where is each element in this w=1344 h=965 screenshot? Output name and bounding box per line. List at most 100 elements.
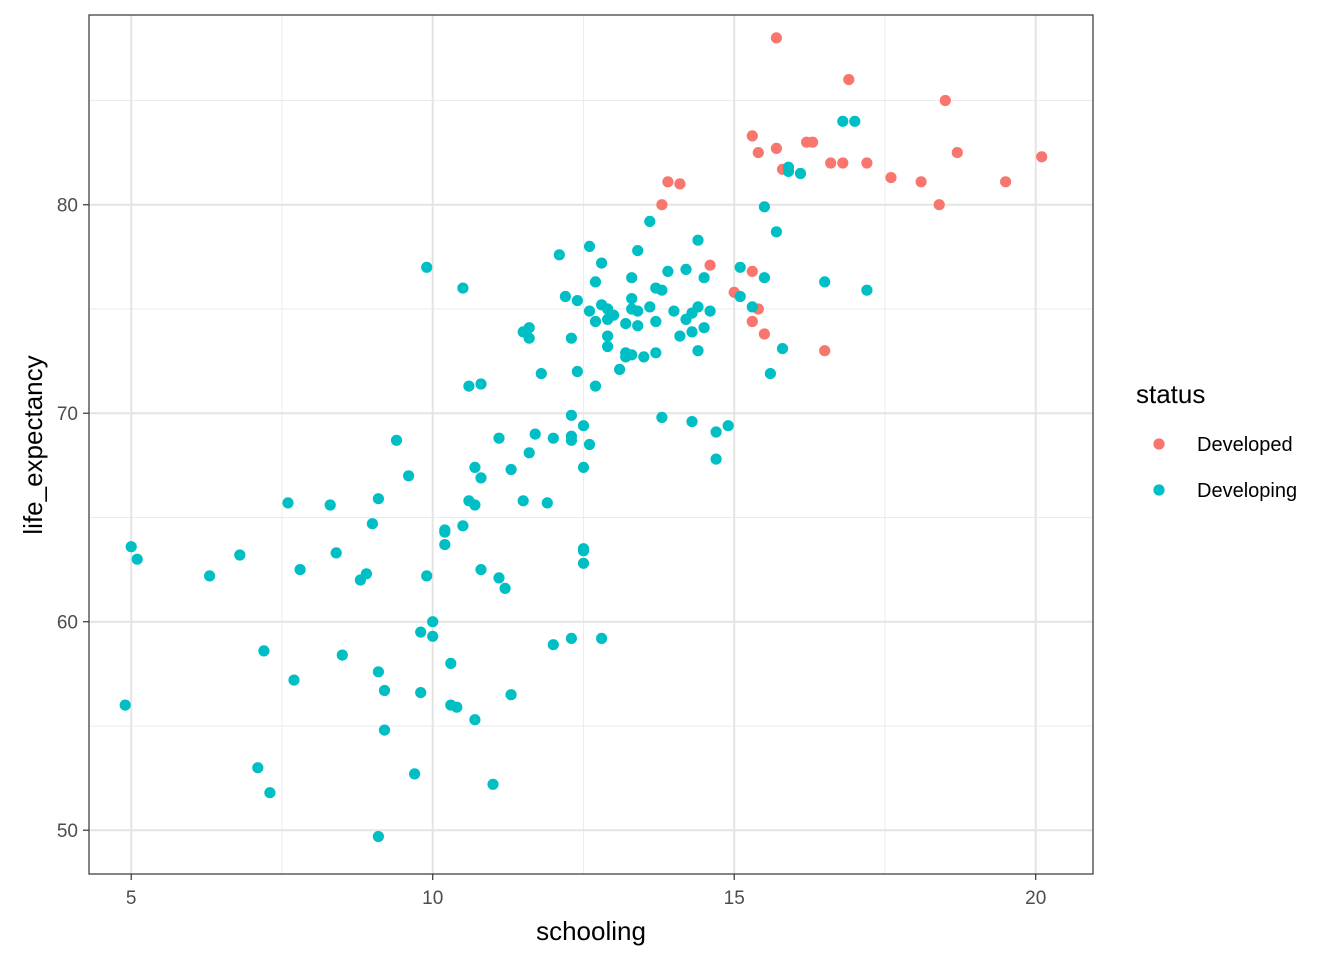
data-point-developing <box>758 272 771 284</box>
data-point-developing <box>409 768 421 780</box>
legend-label-developing: Developing <box>1197 480 1297 502</box>
data-point-developing <box>493 432 505 444</box>
data-point-developing <box>264 787 276 799</box>
data-point-developing <box>577 545 590 557</box>
data-point-developing <box>626 303 638 315</box>
data-point-developed <box>807 136 819 148</box>
data-point-developing <box>565 632 578 645</box>
data-point-developing <box>650 347 662 359</box>
data-point-developing <box>475 472 487 484</box>
data-point-developing <box>541 497 553 509</box>
data-point-developing <box>427 616 439 628</box>
data-point-developing <box>559 290 572 303</box>
data-point-developing <box>632 320 644 332</box>
data-point-developed <box>843 74 855 86</box>
legend-title: status <box>1136 379 1205 409</box>
data-point-developing <box>698 272 710 284</box>
data-point-developing <box>686 326 698 338</box>
data-point-developing <box>644 215 656 227</box>
data-point-developing <box>710 453 722 465</box>
data-point-developing <box>776 343 789 355</box>
data-point-developing <box>403 470 415 482</box>
data-point-developing <box>692 345 704 357</box>
data-point-developing <box>656 411 668 423</box>
data-point-developing <box>577 557 590 569</box>
data-point-developing <box>475 378 487 390</box>
data-point-developing <box>602 340 614 353</box>
data-point-developing <box>439 539 451 551</box>
data-point-developing <box>861 284 873 296</box>
data-point-developed <box>819 345 831 357</box>
data-point-developing <box>794 167 807 180</box>
data-point-developing <box>638 351 650 363</box>
data-point-developing <box>686 416 698 428</box>
data-point-developing <box>493 572 505 584</box>
data-point-developing <box>445 657 457 670</box>
data-point-developing <box>294 564 306 576</box>
data-point-developing <box>746 301 758 313</box>
data-point-developing <box>463 380 475 392</box>
data-point-developing <box>565 434 578 446</box>
data-point-developing <box>378 724 391 736</box>
y-tick-label: 60 <box>57 613 78 634</box>
data-point-developing <box>644 301 656 313</box>
data-point-developed <box>704 259 716 271</box>
data-point-developing <box>849 115 861 127</box>
data-point-developing <box>589 315 602 328</box>
data-point-developing <box>577 461 590 473</box>
data-point-developing <box>415 626 427 638</box>
data-point-developing <box>469 461 481 473</box>
data-point-developing <box>589 380 602 392</box>
data-point-developing <box>662 265 674 277</box>
x-tick-label: 5 <box>126 888 137 909</box>
data-point-developing <box>378 684 391 697</box>
data-point-developed <box>746 265 758 277</box>
x-tick-label: 20 <box>1025 888 1046 909</box>
data-point-developing <box>698 322 710 334</box>
data-point-developing <box>626 293 638 305</box>
data-point-developing <box>614 363 626 375</box>
data-point-developing <box>547 432 559 444</box>
data-point-developing <box>354 574 366 586</box>
data-point-developing <box>626 272 638 284</box>
data-point-developed <box>656 199 668 211</box>
data-point-developing <box>734 290 746 303</box>
data-point-developing <box>517 495 529 507</box>
data-point-developed <box>825 157 837 169</box>
data-point-developing <box>722 420 734 432</box>
data-point-developing <box>131 553 143 565</box>
data-point-developing <box>656 284 668 296</box>
series-developing <box>119 115 873 843</box>
data-point-developing <box>837 115 849 127</box>
data-point-developing <box>487 778 499 790</box>
data-point-developing <box>758 201 771 213</box>
data-point-developing <box>505 463 517 476</box>
data-point-developing <box>469 714 481 726</box>
data-point-developing <box>258 645 270 657</box>
data-point-developing <box>620 318 632 330</box>
data-point-developed <box>752 147 764 159</box>
data-point-developing <box>336 649 348 661</box>
data-point-developing <box>577 420 590 432</box>
data-point-developing <box>583 305 596 317</box>
data-point-developing <box>457 282 469 294</box>
legend: status Developed Developing <box>1136 379 1297 502</box>
data-point-developing <box>529 428 541 440</box>
panel-border <box>88 14 1094 875</box>
data-point-developing <box>372 666 384 678</box>
points-layer <box>119 32 1048 843</box>
series-developed <box>656 32 1048 357</box>
data-point-developing <box>602 330 614 342</box>
data-point-developing <box>565 332 578 344</box>
data-point-developing <box>427 630 439 642</box>
data-point-developed <box>861 157 873 169</box>
legend-key-developed <box>1153 438 1165 450</box>
data-point-developed <box>1036 151 1048 163</box>
data-point-developing <box>583 240 596 252</box>
data-point-developing <box>565 409 578 421</box>
data-point-developing <box>421 570 433 582</box>
data-point-developing <box>469 499 481 511</box>
data-point-developed <box>746 315 758 328</box>
